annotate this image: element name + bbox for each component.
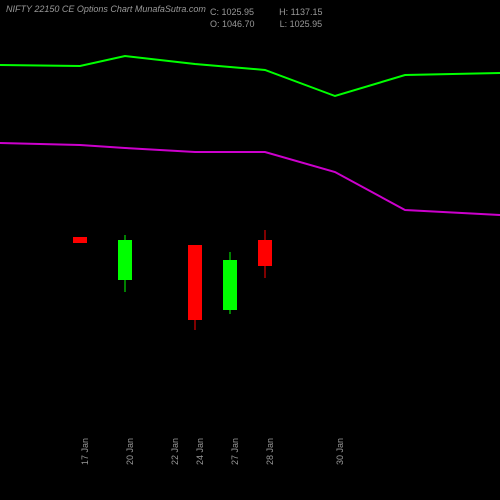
chart-title: NIFTY 22150 CE Options Chart MunafaSutra… [6,4,206,14]
close-label: C: [210,6,219,18]
x-axis-tick-label: 27 Jan [230,438,240,465]
chart-svg [0,0,500,500]
open-label: O: [210,18,220,30]
x-axis-tick-label: 28 Jan [265,438,275,465]
low-value: 1025.95 [290,18,323,30]
high-label: H: [279,6,288,18]
x-axis-tick-label: 24 Jan [195,438,205,465]
ohlc-readout: C: 1025.95 H: 1137.15 O: 1046.70 L: 1025… [210,6,322,30]
high-value: 1137.15 [291,6,323,18]
x-axis-tick-label: 30 Jan [335,438,345,465]
x-axis-tick-label: 20 Jan [125,438,135,465]
chart-container: NIFTY 22150 CE Options Chart MunafaSutra… [0,0,500,500]
x-axis-tick-label: 22 Jan [170,438,180,465]
open-value: 1046.70 [222,18,255,30]
close-value: 1025.95 [222,6,255,18]
low-label: L: [280,18,288,30]
x-axis-tick-label: 17 Jan [80,438,90,465]
